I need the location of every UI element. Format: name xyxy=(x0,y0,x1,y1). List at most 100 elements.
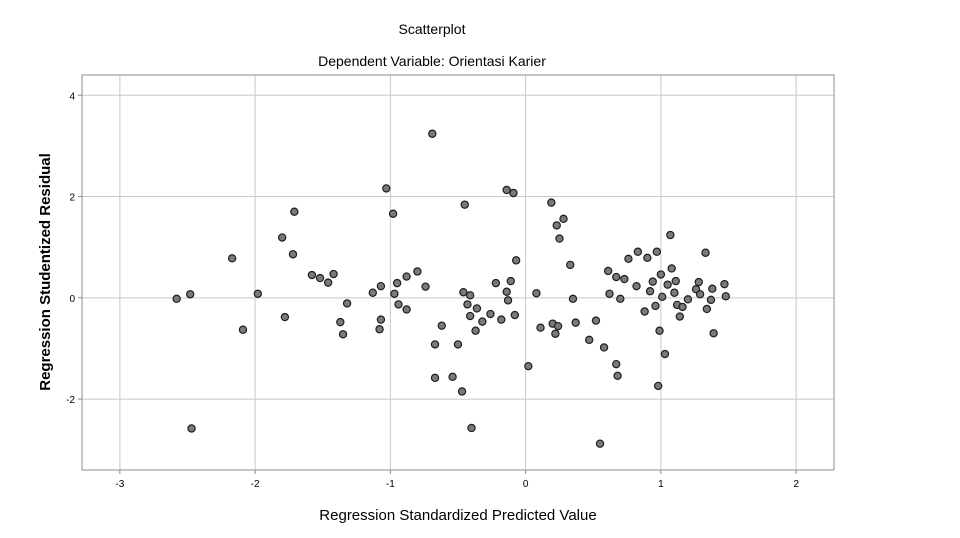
scatter-point xyxy=(645,287,655,296)
scatter-point xyxy=(465,291,475,300)
x-tick-label: 0 xyxy=(523,479,529,490)
y-tick-label: 4 xyxy=(69,91,75,102)
chart-subtitle: Dependent Variable: Orientasi Karier xyxy=(318,53,546,69)
scatter-point xyxy=(656,270,666,279)
x-tick-label: -2 xyxy=(251,479,260,490)
scatter-point xyxy=(465,311,475,321)
scatter-point xyxy=(186,290,195,299)
scatter-point xyxy=(640,307,649,316)
scatter-point xyxy=(653,381,663,391)
scatter-point xyxy=(368,288,377,297)
scatter-point xyxy=(491,278,501,288)
scatter-point xyxy=(524,361,533,371)
scatter-point xyxy=(652,247,662,256)
scatter-point xyxy=(227,254,237,263)
scatter-point xyxy=(288,250,298,259)
scatter-point xyxy=(536,323,545,332)
scatter-point xyxy=(497,315,506,324)
scatter-point xyxy=(553,321,563,331)
scatter-point xyxy=(532,289,541,298)
scatter-point xyxy=(706,295,716,305)
scatter-point xyxy=(453,340,463,349)
scatter-point xyxy=(430,373,440,383)
scatter-point xyxy=(695,290,705,299)
scatter-point xyxy=(721,292,730,301)
scatter-point xyxy=(472,304,482,313)
x-tick-label: 2 xyxy=(793,479,799,490)
scatter-point xyxy=(338,330,348,339)
x-tick-label: 1 xyxy=(658,479,664,490)
scatter-point xyxy=(651,301,660,311)
scatter-point xyxy=(402,305,411,314)
scatter-point xyxy=(555,234,564,243)
data-points xyxy=(172,129,730,448)
scatter-point xyxy=(605,289,614,298)
scatter-point xyxy=(624,254,633,264)
chart-title: Scatterplot xyxy=(399,21,466,37)
scatter-point xyxy=(388,209,398,218)
scatter-point xyxy=(402,272,411,281)
scatter-point xyxy=(506,276,515,286)
scatter-point xyxy=(511,256,521,265)
scatter-point xyxy=(551,329,560,338)
scatter-point xyxy=(643,253,652,263)
scatter-point xyxy=(616,294,625,304)
scatter-point xyxy=(612,359,621,369)
scatter-point xyxy=(720,279,729,289)
scatter-point xyxy=(559,214,568,224)
scatter-point xyxy=(663,280,672,289)
scatter-point xyxy=(413,267,422,276)
x-axis-label: Regression Standardized Predicted Value xyxy=(319,507,596,524)
y-tick-label: 0 xyxy=(69,294,75,305)
scatter-point xyxy=(632,281,641,291)
scatter-point xyxy=(502,287,511,296)
scatter-point xyxy=(486,309,495,319)
scatter-point xyxy=(457,387,467,396)
scatter-point xyxy=(595,439,605,448)
x-tick-label: -3 xyxy=(115,479,124,490)
scatter-point xyxy=(428,129,437,138)
scatter-point xyxy=(701,248,710,257)
scatter-point xyxy=(591,316,601,325)
scatter-point xyxy=(448,372,457,382)
scatter-point xyxy=(277,233,287,242)
scatter-point xyxy=(694,277,703,287)
scatter-point xyxy=(683,295,693,304)
scatter-point xyxy=(702,304,712,314)
scatter-point xyxy=(280,312,290,322)
scatter-point xyxy=(375,325,384,334)
plot-frame xyxy=(81,74,835,471)
scatter-point xyxy=(376,281,386,291)
scatter-point xyxy=(394,300,403,309)
tick-labels: -3 -2 -1 0 1 2 -2 0 2 4 xyxy=(66,91,799,490)
scatter-point xyxy=(655,326,664,335)
scatter-point xyxy=(502,185,511,195)
grid-lines xyxy=(78,75,834,474)
scatter-point xyxy=(437,321,446,330)
scatter-point xyxy=(568,294,578,304)
scatter-point xyxy=(430,340,440,349)
scatter-point xyxy=(584,335,594,345)
scatter-point xyxy=(463,300,472,309)
scatter-point xyxy=(238,325,248,334)
y-tick-label: -2 xyxy=(66,395,75,406)
y-axis-label: Regression Studentized Residual xyxy=(37,153,54,391)
scatter-point xyxy=(510,310,520,320)
scatter-point xyxy=(172,294,181,304)
scatter-point xyxy=(509,188,518,198)
scatter-point xyxy=(671,276,680,286)
scatter-point xyxy=(571,318,580,327)
scatter-point xyxy=(187,424,196,433)
scatter-point xyxy=(648,277,657,286)
scatter-point xyxy=(253,289,263,298)
y-tick-label: 2 xyxy=(69,193,75,204)
scatter-point xyxy=(547,198,556,207)
scatter-point xyxy=(633,247,643,256)
scatter-point xyxy=(376,315,386,324)
scatter-point xyxy=(603,266,613,276)
scatter-point xyxy=(307,270,317,280)
scatter-point xyxy=(329,269,338,279)
scatter-point xyxy=(382,184,391,193)
scatter-point xyxy=(471,326,480,335)
